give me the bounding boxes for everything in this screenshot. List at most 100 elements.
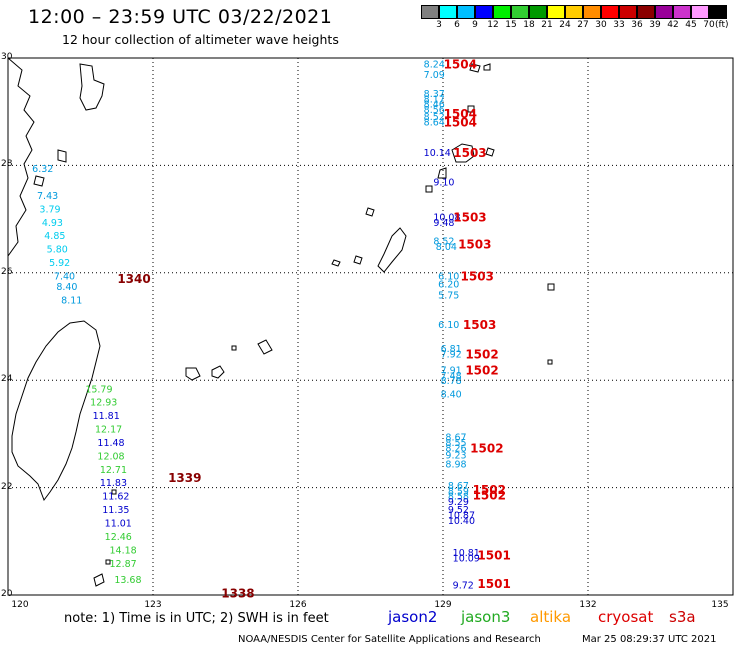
wave-height-label: 8.59 — [448, 486, 469, 497]
pass-id-label: 1503 — [453, 146, 486, 160]
coastline — [7, 57, 555, 587]
wave-height-label: 10.40 — [448, 516, 475, 527]
wave-height-label: 8.67 — [448, 481, 469, 492]
wave-height-label: 8.46 — [424, 100, 445, 111]
colorbar-swatch — [637, 5, 655, 19]
credit-line: NOAA/NESDIS Center for Satellite Applica… — [238, 634, 541, 645]
wave-height-label: 7.91 — [441, 365, 462, 376]
colorbar-tick-label: 45 — [685, 20, 697, 30]
plot-frame — [7, 57, 734, 596]
wave-height-label: 3.79 — [39, 204, 60, 215]
colorbar-tick-label: 39 — [649, 20, 661, 30]
y-tick-label: 30 — [1, 52, 13, 62]
wave-height-label: 8.67 — [445, 433, 466, 444]
wave-height-label: 10.14 — [424, 148, 451, 159]
grid — [7, 57, 734, 596]
colorbar-tick-label: 24 — [559, 20, 571, 30]
colorbar-tick-label: 18 — [523, 20, 535, 30]
colorbar-swatch — [439, 5, 457, 19]
wave-height-label: 8.56 — [424, 105, 445, 116]
colorbar-tick-label: 30 — [595, 20, 607, 30]
wave-height-label: 6.10 — [438, 320, 459, 331]
x-tick-label: 120 — [11, 600, 29, 610]
y-tick-label: 24 — [1, 374, 13, 385]
wave-height-label: 8.64 — [424, 117, 445, 128]
pass-id-label: 1504 — [444, 107, 477, 121]
wave-height-label: 9.48 — [433, 218, 454, 229]
wave-height-label: 6.20 — [438, 280, 459, 291]
colorbar-swatch — [457, 5, 475, 19]
pass-id-label: 1502 — [473, 489, 506, 503]
satellite-label-cryosat: cryosat — [598, 608, 654, 626]
wave-height-label: 8.58 — [448, 492, 469, 503]
wave-height-label: 8.40 — [441, 390, 462, 401]
wave-height-label: 9.10 — [433, 178, 454, 189]
timestamp: Mar 25 08:29:37 UTC 2021 — [582, 634, 717, 645]
colorbar-swatch — [691, 5, 709, 19]
y-tick-label: 26 — [1, 266, 13, 277]
wave-height-label: 11.01 — [105, 519, 132, 530]
wave-height-label: 12.46 — [105, 532, 132, 543]
wave-height-label: 8.37 — [424, 89, 445, 100]
pass-id-label: 1501 — [477, 577, 510, 591]
wave-height-label: 8.17 — [424, 94, 445, 105]
chart-subtitle: 12 hour collection of altimeter wave hei… — [62, 32, 339, 47]
wave-height-label: 11.81 — [93, 411, 120, 422]
wave-height-label: 10.81 — [453, 548, 480, 559]
wave-height-label: 8.24 — [424, 59, 445, 70]
colorbar-tick-label: 15 — [505, 20, 517, 30]
wave-height-label: 8.78 — [441, 376, 462, 387]
wave-height-label: 8.40 — [56, 282, 77, 293]
pass-id-label: 1503 — [461, 269, 494, 283]
wave-height-label: 12.87 — [110, 559, 137, 570]
wave-height-label: 10.09 — [453, 553, 480, 564]
colorbar-tick-label: 27 — [577, 20, 589, 30]
wave-height-label: 7.43 — [37, 191, 58, 202]
wave-height-label: 8.26 — [445, 443, 466, 454]
wave-height-label: 12.08 — [97, 451, 124, 462]
wave-height-label: 8.11 — [61, 296, 82, 307]
y-tick-label: 28 — [1, 159, 13, 170]
wave-height-label: 8.52 — [424, 112, 445, 123]
pass-id-label: 1504 — [444, 115, 477, 129]
pass-id-label: 1502 — [470, 441, 503, 455]
colorbar-tick-label: 21 — [541, 20, 553, 30]
wave-height-label: 7.92 — [441, 349, 462, 360]
colorbar-tick-label: 3 — [436, 20, 442, 30]
wave-height-label: 6.81 — [441, 344, 462, 355]
colorbar-swatch — [601, 5, 619, 19]
colorbar-tick-label: 6 — [454, 20, 460, 30]
wave-height-label: 8.52 — [433, 237, 454, 248]
colorbar-swatch — [655, 5, 673, 19]
pass-id-label: 1503 — [453, 210, 486, 224]
wave-height-label: 5.80 — [47, 245, 68, 256]
colorbar-unit: (ft) — [715, 20, 729, 30]
wave-height-label: 13.68 — [114, 575, 141, 586]
pass-id-label: 1340 — [117, 272, 150, 286]
wave-height-label: 9.29 — [448, 497, 469, 508]
colorbar-tick-label: 42 — [667, 20, 679, 30]
y-tick-label: 20 — [1, 589, 13, 599]
colorbar-swatch — [529, 5, 547, 19]
colorbar-swatch — [547, 5, 565, 19]
wave-height-label: 14.18 — [110, 545, 137, 556]
x-tick-label: 132 — [579, 600, 597, 610]
colorbar-swatch — [475, 5, 493, 19]
wave-height-label: 12.93 — [90, 398, 117, 409]
satellite-label-jason3: jason3 — [461, 608, 511, 626]
wave-height-label: 5.92 — [49, 258, 70, 269]
wave-height-label: 4.93 — [42, 218, 63, 229]
pass-id-label: 1501 — [477, 549, 510, 563]
wave-height-label: 5.75 — [438, 290, 459, 301]
satellite-label-altika: altika — [530, 608, 572, 626]
pass-id-label: 1504 — [444, 57, 477, 71]
y-tick-label: 22 — [1, 481, 13, 492]
colorbar-swatch — [673, 5, 691, 19]
wave-height-label: 9.52 — [448, 505, 469, 516]
wave-height-label: 4.85 — [44, 231, 65, 242]
wave-height-label: 7.48 — [441, 371, 462, 382]
wave-height-label: 15.79 — [85, 384, 112, 395]
wave-height-label: 6.32 — [32, 164, 53, 175]
wave-height-label: 10.08 — [433, 212, 460, 223]
